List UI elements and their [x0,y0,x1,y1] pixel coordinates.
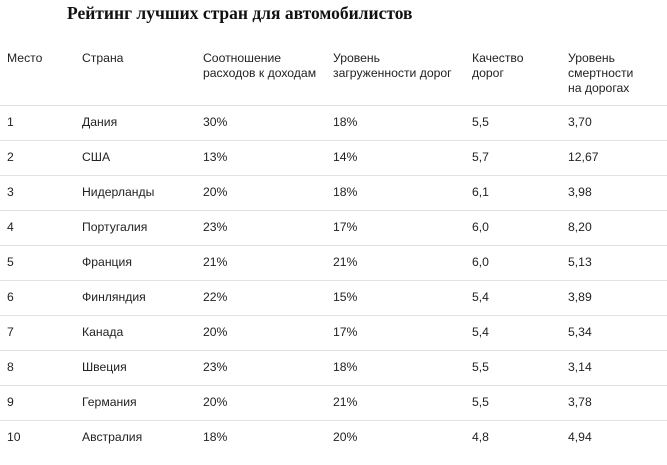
mortality-cell: 3,98 [561,175,667,211]
expense-ratio-cell: 18% [203,430,228,445]
table-row: 1 Дания 30% 18% 5,5 3,70 [0,105,667,141]
expense-ratio-cell: 21% [196,245,326,281]
rank-cell: 2 [0,140,75,176]
mortality-cell: 12,67 [561,140,667,176]
table-row: 3 Нидерланды 20% 18% 6,1 3,98 [0,175,667,211]
congestion-cell: 15% [326,280,465,316]
column-header-congestion: Уровень загруженности дорог [326,45,465,106]
mortality-cell: 8,20 [561,210,667,246]
expense-ratio-cell: 20% [196,385,326,421]
rank-cell: 9 [0,385,75,421]
country-cell: Австралия [82,430,143,445]
country-cell: Германия [75,385,196,421]
column-header-mortality: Уровень смертности на дорогах [561,45,667,106]
table-row: 4 Португалия 23% 17% 6,0 8,20 [0,210,667,246]
expense-ratio-cell: 30% [196,105,326,141]
table-row: 2 США 13% 14% 5,7 12,67 [0,140,667,176]
column-header-road-quality: Качество дорог [465,45,561,106]
country-cell: Португалия [75,210,196,246]
rank-cell: 1 [0,105,75,141]
column-header-country: Страна [75,45,196,106]
table-row: 8 Швеция 23% 18% 5,5 3,14 [0,350,667,386]
table-header-row: Место Страна Соотношение расходов к дохо… [0,45,667,106]
rank-cell: 8 [0,350,75,386]
country-cell: Франция [75,245,196,281]
road-quality-cell: 6,1 [465,175,561,211]
table-row: 6 Финляндия 22% 15% 5,4 3,89 [0,280,667,316]
congestion-cell: 17% [326,315,465,351]
mortality-cell: 3,70 [561,105,667,141]
road-quality-cell: 5,5 [465,350,561,386]
table-title: Рейтинг лучших стран для автомобилистов [67,3,413,23]
road-quality-cell: 5,4 [465,280,561,316]
country-cell: Канада [75,315,196,351]
expense-ratio-cell: 22% [196,280,326,316]
congestion-cell: 21% [326,385,465,421]
country-cell: США [75,140,196,176]
expense-ratio-cell: 23% [196,350,326,386]
table-row: 9 Германия 20% 21% 5,5 3,78 [0,385,667,421]
rank-cell: 6 [0,280,75,316]
mortality-cell: 3,78 [561,385,667,421]
road-quality-cell: 4,8 [472,430,489,445]
congestion-cell: 18% [326,350,465,386]
ranking-table: Место Страна Соотношение расходов к дохо… [0,45,667,455]
mortality-cell: 3,89 [561,280,667,316]
table-row: 10 Австралия 18% 20% 4,8 4,94 [0,420,667,455]
column-header-rank: Место [0,45,75,106]
rank-cell: 5 [0,245,75,281]
congestion-cell: 14% [326,140,465,176]
mortality-cell: 5,34 [561,315,667,351]
expense-ratio-cell: 23% [196,210,326,246]
mortality-cell: 4,94 [568,430,592,445]
rank-cell: 4 [0,210,75,246]
road-quality-cell: 6,0 [465,210,561,246]
congestion-cell: 21% [326,245,465,281]
road-quality-cell: 5,5 [465,385,561,421]
congestion-cell: 18% [326,175,465,211]
expense-ratio-cell: 13% [196,140,326,176]
country-cell: Швеция [75,350,196,386]
road-quality-cell: 5,5 [465,105,561,141]
rank-cell: 7 [0,315,75,351]
country-cell: Финляндия [75,280,196,316]
road-quality-cell: 5,4 [465,315,561,351]
country-cell: Нидерланды [75,175,196,211]
mortality-cell: 3,14 [561,350,667,386]
column-header-expense-ratio: Соотношение расходов к доходам [196,45,326,106]
mortality-cell: 5,13 [561,245,667,281]
rank-cell: 10 [7,430,21,445]
congestion-cell: 18% [326,105,465,141]
expense-ratio-cell: 20% [196,175,326,211]
expense-ratio-cell: 20% [196,315,326,351]
road-quality-cell: 6,0 [465,245,561,281]
road-quality-cell: 5,7 [465,140,561,176]
congestion-cell: 17% [326,210,465,246]
rank-cell: 3 [0,175,75,211]
congestion-cell: 20% [333,430,358,445]
table-row: 7 Канада 20% 17% 5,4 5,34 [0,315,667,351]
country-cell: Дания [75,105,196,141]
table-row: 5 Франция 21% 21% 6,0 5,13 [0,245,667,281]
